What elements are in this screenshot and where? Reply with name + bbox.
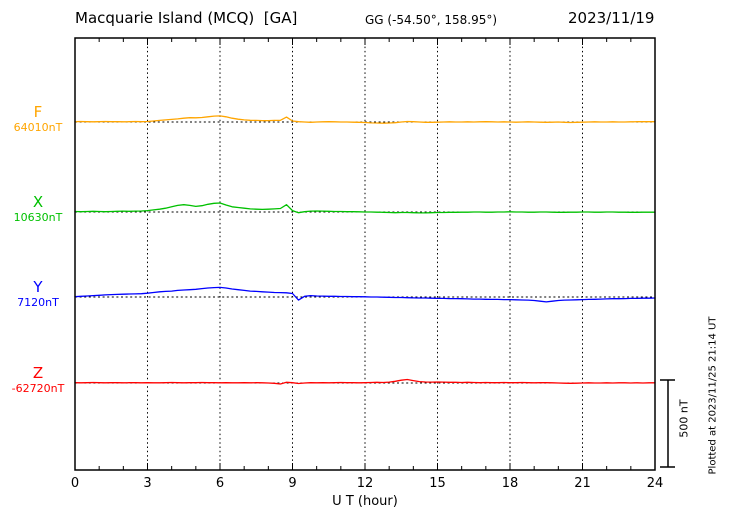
x-tick-label: 6 <box>215 476 225 491</box>
trace-letter-x: X <box>32 193 44 211</box>
trace-label-f: F 64010nT <box>4 103 72 135</box>
plot-date: 2023/11/19 <box>568 9 655 27</box>
trace-letter-y: Y <box>33 278 43 296</box>
trace-letter-z: Z <box>32 364 44 382</box>
trace-letter-f: F <box>33 103 43 121</box>
trace-y <box>74 286 656 303</box>
trace-f <box>74 115 656 124</box>
trace-baseline-value-x: 10630nT <box>13 211 63 224</box>
trace-label-y: Y 7120nT <box>4 278 72 310</box>
trace-z <box>74 378 656 385</box>
x-tick-label: 15 <box>429 476 446 491</box>
station-title: Macquarie Island (MCQ) [GA] <box>75 9 298 27</box>
plotted-at-note: Plotted at 2023/11/25 21:14 UT <box>707 316 719 475</box>
x-tick-label: 21 <box>574 476 591 491</box>
x-tick-label: 12 <box>356 476 374 491</box>
trace-baseline-value-y: 7120nT <box>17 296 59 309</box>
trace-baseline-value-f: 64010nT <box>13 121 63 134</box>
x-axis-title: U T (hour) <box>332 494 398 509</box>
x-tick-label: 3 <box>143 476 152 491</box>
trace-baseline-value-z: -62720nT <box>11 382 65 395</box>
scale-bar-label: 500 nT <box>677 399 691 438</box>
x-tick-label: 24 <box>646 476 664 491</box>
x-tick-label: 0 <box>70 476 80 491</box>
plot-frame <box>74 37 656 471</box>
trace-label-z: Z -62720nT <box>4 364 72 396</box>
x-tick-label: 9 <box>288 476 297 491</box>
trace-x <box>74 202 656 214</box>
x-tick-label: 18 <box>501 476 519 491</box>
geo-coords: GG (-54.50°, 158.95°) <box>365 13 498 27</box>
trace-label-x: X 10630nT <box>4 193 72 225</box>
